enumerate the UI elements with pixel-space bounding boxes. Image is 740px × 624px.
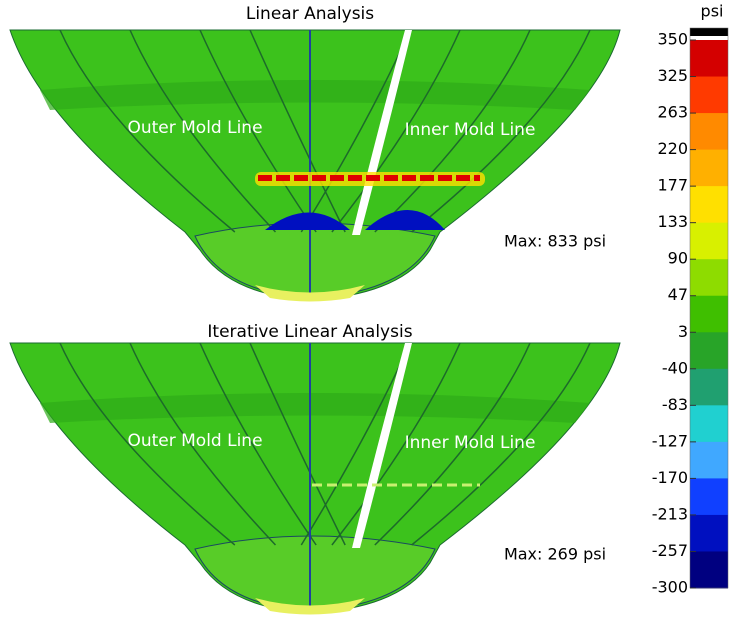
legend-tick-label: -170 <box>652 468 688 487</box>
legend-cap <box>690 28 728 36</box>
legend-tick-label: -83 <box>662 395 688 414</box>
legend-tick-label: 90 <box>668 249 688 268</box>
legend-tick-label: 220 <box>657 139 688 158</box>
legend-band <box>690 442 728 479</box>
legend-band <box>690 40 728 77</box>
fan-lower <box>195 223 435 298</box>
legend-tick-label: 263 <box>657 103 688 122</box>
legend-band <box>690 478 728 515</box>
contour-panel: Iterative Linear Analysis Outer Mold Line… <box>10 322 620 615</box>
legend-tick-label: 325 <box>657 66 688 85</box>
legend-tick-label: -257 <box>652 541 688 560</box>
legend-tick-label: -127 <box>652 431 688 450</box>
legend-tick-label: 133 <box>657 212 688 231</box>
panel-title: Iterative Linear Analysis <box>207 322 412 342</box>
legend-tick-label: 47 <box>668 285 688 304</box>
legend-tick-label: 177 <box>657 176 688 195</box>
legend-band <box>690 369 728 406</box>
max-label: Max: 833 psi <box>504 232 606 251</box>
region-label: Outer Mold Line <box>127 118 262 138</box>
legend-band <box>690 551 728 588</box>
legend-tick-label: -213 <box>652 504 688 523</box>
legend-band <box>690 405 728 442</box>
legend-band <box>690 150 728 187</box>
legend-tick-label: 3 <box>678 322 688 341</box>
legend-band <box>690 113 728 150</box>
legend-band <box>690 259 728 296</box>
legend-band <box>690 223 728 260</box>
panel-title: Linear Analysis <box>246 4 374 24</box>
legend-tick-label: -300 <box>652 578 688 597</box>
contour-panel: Linear Analysis Outer Mold Line Inner Mold… <box>10 4 620 302</box>
legend-tick-label: 350 <box>657 30 688 49</box>
legend-band <box>690 332 728 369</box>
figure: psi Linear Analysis Outer Mold Line Inner … <box>0 0 740 624</box>
fan-lower <box>195 536 435 611</box>
legend-band <box>690 296 728 333</box>
region-label: Inner Mold Line <box>405 433 536 453</box>
region-label: Outer Mold Line <box>127 431 262 451</box>
legend-tick-label: -40 <box>662 358 688 377</box>
legend-band <box>690 515 728 552</box>
legend-unit: psi <box>701 2 724 21</box>
region-label: Inner Mold Line <box>405 120 536 140</box>
legend-band <box>690 186 728 223</box>
legend-band <box>690 77 728 114</box>
max-label: Max: 269 psi <box>504 545 606 564</box>
